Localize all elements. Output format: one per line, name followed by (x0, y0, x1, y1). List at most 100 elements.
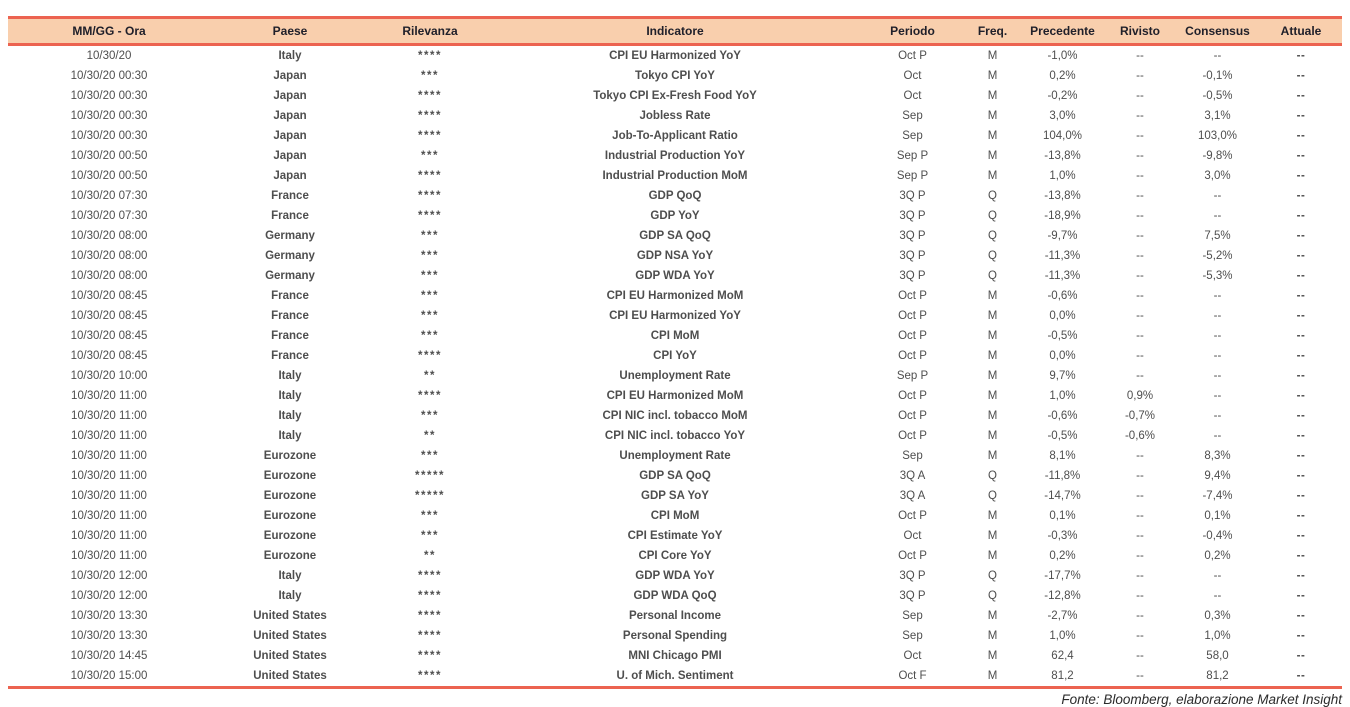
table-row: 10/30/20 Italy **** CPI EU Harmonized YoY Oc… (8, 45, 1342, 67)
table-row: 10/30/20 12:00 Italy **** GDP WDA QoQ 3Q P Q -… (8, 586, 1342, 606)
cell-period: Oct P (898, 410, 927, 422)
cell-actual: -- (1296, 250, 1306, 262)
cell-consensus: -- (1213, 330, 1222, 342)
table-row: 10/30/20 11:00 Italy *** CPI NIC incl. toba… (8, 406, 1342, 426)
cell-previous: -0,5% (1047, 330, 1078, 342)
cell-frequency: Q (988, 270, 997, 282)
cell-previous: -12,8% (1044, 590, 1081, 602)
table-row: 10/30/20 14:45 United States **** MNI Chica… (8, 646, 1342, 666)
cell-actual: -- (1296, 450, 1306, 462)
cell-indicator: CPI EU Harmonized YoY (609, 310, 741, 322)
cell-revised: -- (1136, 170, 1144, 182)
table-row: 10/30/20 11:00 Eurozone *** CPI Estimate Yo… (8, 526, 1342, 546)
cell-country: Eurozone (263, 530, 317, 542)
cell-frequency: M (987, 410, 998, 422)
cell-revised: -- (1136, 590, 1144, 602)
cell-consensus: -- (1213, 430, 1222, 442)
cell-revised: -- (1136, 210, 1144, 222)
cell-relevance-stars: **** (418, 630, 442, 642)
cell-consensus: -- (1213, 370, 1222, 382)
cell-revised: -- (1136, 650, 1144, 662)
cell-previous: -2,7% (1047, 610, 1078, 622)
table-row: 10/30/20 00:30 Japan **** Tokyo CPI Ex-Fres… (8, 86, 1342, 106)
table-row: 10/30/20 08:45 France *** CPI EU Harmonized… (8, 306, 1342, 326)
cell-datetime: 10/30/20 00:30 (70, 130, 148, 142)
cell-datetime: 10/30/20 08:00 (70, 250, 148, 262)
cell-relevance-stars: **** (418, 670, 442, 682)
cell-previous: 3,0% (1049, 110, 1076, 122)
cell-datetime: 10/30/20 07:30 (70, 210, 148, 222)
cell-frequency: M (987, 530, 998, 542)
cell-previous: 0,2% (1049, 550, 1076, 562)
cell-period: 3Q A (899, 490, 926, 502)
cell-consensus: -- (1213, 290, 1222, 302)
cell-period: Sep (902, 630, 923, 642)
cell-indicator: Personal Spending (622, 630, 728, 642)
cell-revised: -- (1136, 350, 1144, 362)
cell-relevance-stars: ** (424, 550, 436, 562)
cell-consensus: -- (1213, 590, 1222, 602)
cell-relevance-stars: *** (421, 290, 439, 302)
cell-relevance-stars: *** (421, 270, 439, 282)
cell-period: Sep (902, 610, 923, 622)
cell-country: France (271, 210, 309, 222)
column-header-revised: Rivisto (1105, 17, 1175, 46)
cell-country: France (271, 290, 309, 302)
cell-country: Eurozone (263, 490, 317, 502)
cell-previous: 1,0% (1049, 390, 1076, 402)
cell-previous: -17,7% (1044, 570, 1081, 582)
cell-previous: -13,8% (1044, 190, 1081, 202)
column-header-previous: Precedente (1020, 17, 1105, 46)
cell-revised: -- (1136, 270, 1144, 282)
cell-period: Oct (903, 530, 922, 542)
cell-revised: -- (1136, 530, 1144, 542)
cell-actual: -- (1296, 70, 1306, 82)
cell-period: Oct P (898, 430, 927, 442)
cell-datetime: 10/30/20 00:30 (70, 110, 148, 122)
cell-previous: -13,8% (1044, 150, 1081, 162)
cell-consensus: -0,4% (1202, 530, 1233, 542)
cell-period: 3Q P (899, 250, 926, 262)
cell-revised: -- (1136, 130, 1144, 142)
cell-frequency: Q (988, 210, 997, 222)
cell-actual: -- (1296, 510, 1306, 522)
cell-relevance-stars: **** (418, 590, 442, 602)
cell-relevance-stars: *** (421, 310, 439, 322)
cell-previous: -14,7% (1044, 490, 1081, 502)
table-row: 10/30/20 00:50 Japan *** Industrial Product… (8, 146, 1342, 166)
cell-actual: -- (1296, 410, 1306, 422)
cell-actual: -- (1296, 630, 1306, 642)
cell-actual: -- (1296, 130, 1306, 142)
cell-country: Italy (278, 410, 302, 422)
cell-period: Sep (902, 110, 923, 122)
cell-indicator: Unemployment Rate (619, 370, 731, 382)
cell-actual: -- (1296, 310, 1306, 322)
cell-consensus: -5,3% (1202, 270, 1233, 282)
cell-previous: -0,6% (1047, 410, 1078, 422)
economic-calendar-table: MM/GG - Ora Paese Rilevanza Indicatore P… (8, 16, 1342, 689)
cell-indicator: Job-To-Applicant Ratio (612, 130, 738, 142)
cell-datetime: 10/30/20 11:00 (71, 510, 147, 522)
cell-datetime: 10/30/20 12:00 (70, 590, 148, 602)
cell-period: Sep (902, 450, 923, 462)
cell-datetime: 10/30/20 12:00 (70, 570, 148, 582)
cell-frequency: Q (988, 490, 997, 502)
cell-frequency: Q (988, 590, 997, 602)
column-header-indicator: Indicatore (490, 17, 860, 46)
cell-consensus: -- (1213, 190, 1222, 202)
cell-previous: -0,3% (1047, 530, 1078, 542)
cell-indicator: CPI YoY (653, 350, 697, 362)
cell-country: France (271, 310, 309, 322)
cell-relevance-stars: **** (418, 130, 442, 142)
cell-actual: -- (1296, 270, 1306, 282)
cell-frequency: M (987, 50, 998, 62)
cell-frequency: M (987, 330, 998, 342)
cell-revised: -- (1136, 610, 1144, 622)
table-row: 10/30/20 13:30 United States **** Personal … (8, 626, 1342, 646)
cell-actual: -- (1296, 550, 1306, 562)
cell-indicator: CPI EU Harmonized MoM (606, 390, 744, 402)
cell-country: Japan (273, 70, 307, 82)
cell-country: Japan (273, 90, 307, 102)
cell-previous: 1,0% (1049, 170, 1076, 182)
